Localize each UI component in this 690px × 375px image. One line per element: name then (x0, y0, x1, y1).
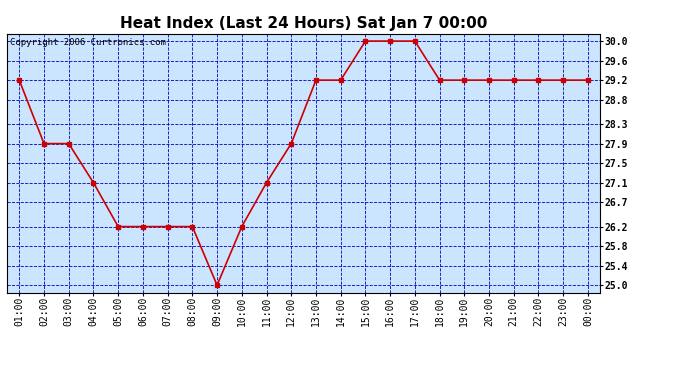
Text: Copyright 2006 Curtronics.com: Copyright 2006 Curtronics.com (10, 38, 166, 46)
Title: Heat Index (Last 24 Hours) Sat Jan 7 00:00: Heat Index (Last 24 Hours) Sat Jan 7 00:… (120, 16, 487, 31)
